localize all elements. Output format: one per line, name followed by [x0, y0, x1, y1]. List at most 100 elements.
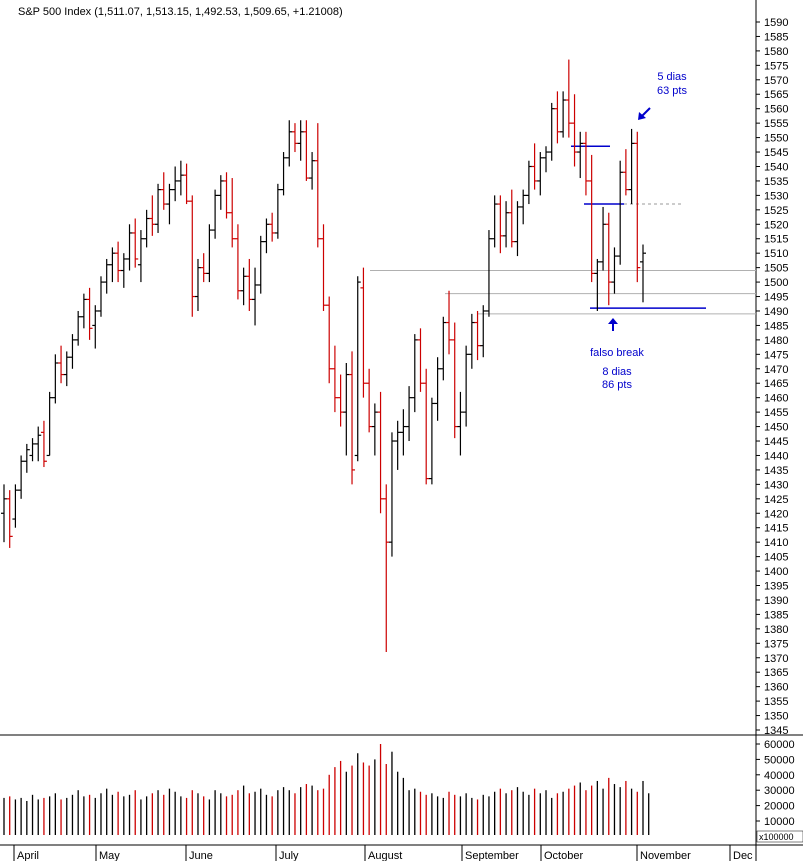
price-bar: [326, 296, 333, 384]
price-tick-label: 1360: [764, 682, 788, 694]
price-tick-label: 1530: [764, 190, 788, 202]
price-bar: [40, 420, 47, 468]
price-bar: [155, 183, 162, 233]
price-tick-label: 1525: [764, 205, 788, 217]
price-tick-label: 1410: [764, 537, 788, 549]
price-bar: [92, 305, 99, 349]
price-tick-label: 1345: [764, 725, 788, 737]
price-tick-label: 1535: [764, 176, 788, 188]
volume-tick-label: 60000: [764, 739, 795, 751]
price-bar: [166, 183, 173, 225]
price-bar: [600, 206, 607, 271]
price-bar: [280, 152, 287, 196]
price-bar: [120, 253, 127, 288]
price-bar: [577, 131, 584, 179]
price-bar: [474, 310, 481, 361]
price-tick-label: 1455: [764, 407, 788, 419]
price-tick-label: 1590: [764, 17, 788, 29]
price-bar: [331, 345, 338, 413]
price-bar: [80, 293, 87, 329]
price-bar: [366, 368, 373, 433]
price-tick-label: 1475: [764, 349, 788, 361]
price-bar: [177, 160, 184, 196]
price-bar: [18, 455, 25, 499]
price-bar: [594, 258, 601, 311]
price-bar: [69, 334, 76, 369]
price-tick-label: 1505: [764, 263, 788, 275]
volume-tick-label: 40000: [764, 770, 795, 782]
price-axis: 1345 1350 1355 1360 1365 1370 1375 1380 1385 1390…: [756, 17, 788, 737]
price-bar: [417, 328, 424, 392]
price-tick-label: 1375: [764, 638, 788, 650]
price-bar: [525, 160, 532, 205]
volume-tick-label: 30000: [764, 785, 795, 797]
price-tick-label: 1580: [764, 46, 788, 58]
price-bar: [58, 345, 65, 384]
price-bar: [263, 218, 270, 254]
price-bar: [63, 351, 70, 387]
price-bar: [12, 484, 19, 528]
price-bars: [1, 59, 646, 652]
price-bar: [269, 212, 276, 242]
month-label: July: [279, 850, 299, 861]
price-bar: [548, 102, 555, 161]
price-tick-label: 1470: [764, 364, 788, 376]
price-bar: [388, 432, 395, 557]
price-bar: [611, 247, 618, 294]
price-bar: [23, 443, 30, 473]
price-bar: [560, 91, 567, 138]
price-bar: [543, 146, 550, 173]
price-bar: [109, 247, 116, 283]
price-bar: [480, 305, 487, 358]
price-bar: [457, 391, 464, 456]
volume-tick-label: 50000: [764, 754, 795, 766]
month-label: May: [99, 850, 120, 861]
price-tick-label: 1420: [764, 508, 788, 520]
price-tick-label: 1560: [764, 104, 788, 116]
volume-axis: 10000 20000 30000 40000 50000 60000: [756, 739, 795, 828]
price-bar: [212, 189, 219, 239]
bottom-note-line2: 8 dias: [602, 366, 632, 378]
price-bar: [257, 235, 264, 294]
price-tick-label: 1460: [764, 393, 788, 405]
price-bar: [571, 94, 578, 167]
month-label: September: [465, 850, 519, 861]
price-tick-label: 1390: [764, 595, 788, 607]
price-bar: [371, 403, 378, 456]
price-bar: [485, 230, 492, 317]
price-bar: [217, 175, 224, 210]
price-bar: [446, 290, 453, 355]
price-bar: [508, 189, 515, 248]
price-tick-label: 1425: [764, 494, 788, 506]
volume-tick-label: 20000: [764, 801, 795, 813]
month-label: August: [368, 850, 402, 861]
price-bar: [126, 224, 133, 271]
price-bar: [451, 322, 458, 439]
price-tick-label: 1440: [764, 450, 788, 462]
price-bar: [75, 310, 82, 346]
price-bar: [252, 267, 259, 326]
volume-bars: [3, 744, 650, 835]
month-label: Dec: [733, 850, 753, 861]
top-note-line2: 63 pts: [657, 85, 687, 97]
price-tick-label: 1545: [764, 147, 788, 159]
price-tick-label: 1415: [764, 523, 788, 535]
price-bar: [286, 120, 293, 167]
price-bar: [229, 178, 236, 248]
price-bar: [132, 218, 139, 268]
price-bar: [349, 351, 356, 485]
price-bar: [303, 120, 310, 181]
price-bar: [411, 334, 418, 413]
price-tick-label: 1380: [764, 624, 788, 636]
price-bar: [503, 201, 510, 248]
price-bar: [314, 123, 321, 248]
price-tick-label: 1500: [764, 277, 788, 289]
month-label: October: [544, 850, 583, 861]
price-bar: [97, 276, 104, 317]
price-bar: [554, 91, 561, 144]
price-bar: [582, 131, 589, 196]
price-bar: [360, 267, 367, 398]
chart-title: S&P 500 Index (1,511.07, 1,513.15, 1,492…: [18, 6, 343, 18]
price-tick-label: 1385: [764, 609, 788, 621]
price-bar: [6, 490, 13, 548]
